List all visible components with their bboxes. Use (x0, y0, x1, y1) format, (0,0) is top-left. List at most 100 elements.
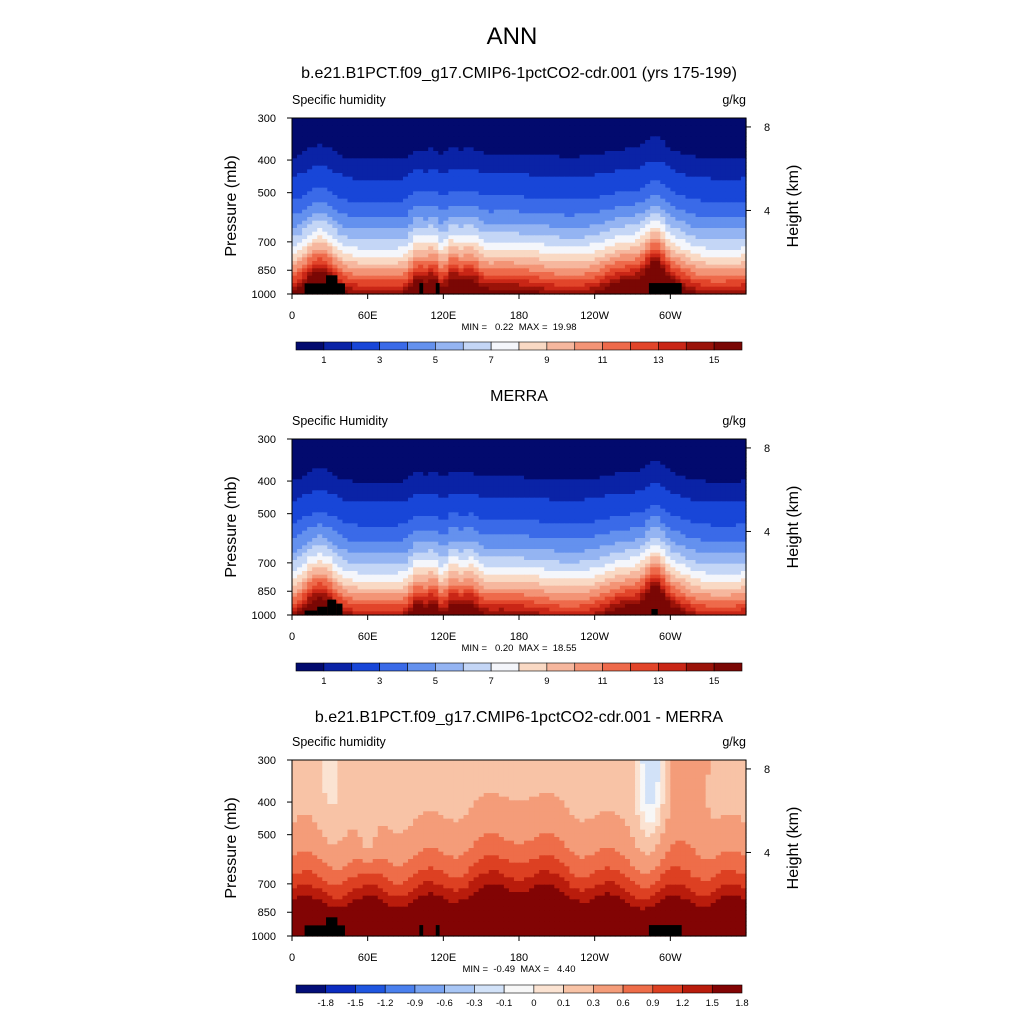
contour-cell (635, 250, 641, 255)
contour-cell (458, 173, 465, 178)
contour-cell (549, 151, 555, 156)
contour-cell (609, 286, 616, 291)
contour-cell (317, 202, 323, 207)
contour-cell (604, 147, 611, 152)
contour-cell (670, 129, 676, 134)
contour-cell (564, 187, 571, 192)
contour-cell (302, 450, 308, 455)
contour-cell (725, 450, 732, 455)
contour-cell (337, 158, 344, 163)
contour-cell (614, 275, 621, 280)
contour-cell (554, 213, 560, 218)
contour-cell (650, 165, 656, 170)
contour-cell (423, 125, 429, 130)
contour-cell (468, 290, 475, 295)
contour-cell (655, 213, 661, 218)
contour-cell (362, 283, 369, 288)
contour-cell (458, 213, 465, 218)
contour-cell (513, 246, 520, 251)
contour-cell (534, 191, 540, 196)
contour-cell (685, 268, 692, 273)
contour-cell (655, 453, 661, 458)
contour-cell (488, 140, 495, 145)
contour-cell (705, 257, 712, 262)
colorbar-bin (379, 341, 408, 351)
contour-cell (574, 446, 581, 451)
contour-cell (534, 268, 540, 273)
contour-cell (357, 206, 364, 211)
contour-cell (655, 180, 661, 185)
contour-cell (705, 450, 712, 455)
contour-cell (322, 154, 328, 159)
contour-cell (377, 235, 384, 240)
contour-cell (438, 250, 444, 255)
contour-cell (650, 187, 656, 192)
contour-cell (624, 136, 631, 141)
contour-cell (408, 169, 414, 174)
contour-cell (473, 242, 480, 247)
contour-cell (725, 283, 732, 288)
contour-cell (715, 132, 722, 137)
contour-cell (524, 239, 530, 244)
contour-cell (307, 202, 313, 207)
contour-cell (443, 118, 449, 123)
contour-cell (312, 231, 318, 236)
contour-cell (292, 169, 298, 174)
contour-cell (700, 195, 707, 200)
contour-cell (302, 140, 308, 145)
contour-cell (549, 143, 555, 148)
contour-cell (695, 231, 702, 236)
contour-cell (574, 147, 581, 152)
contour-cell (478, 169, 485, 174)
contour-cell (448, 187, 455, 192)
contour-cell (624, 143, 631, 148)
contour-cell (534, 275, 540, 280)
contour-cell (579, 246, 586, 251)
contour-cell (372, 283, 379, 288)
contour-cell (292, 446, 298, 451)
contour-cell (710, 253, 717, 258)
contour-cell (413, 250, 419, 255)
contour-cell (463, 184, 470, 189)
contour-cell (735, 151, 742, 156)
contour-cell (624, 217, 631, 222)
contour-cell (539, 187, 545, 192)
contour-cell (473, 184, 480, 189)
contour-cell (579, 217, 586, 222)
contour-cell (635, 242, 641, 247)
contour-cell (297, 268, 303, 273)
contour-cell (347, 143, 354, 148)
contour-cell (680, 206, 687, 211)
contour-cell (660, 147, 666, 152)
contour-cell (352, 220, 359, 225)
contour-cell (635, 246, 641, 251)
contour-cell (700, 235, 707, 240)
contour-cell (680, 198, 687, 203)
contour-cell (387, 213, 394, 218)
contour-cell (544, 279, 550, 284)
contour-cell (594, 118, 601, 123)
contour-cell (665, 132, 671, 137)
contour-cell (493, 264, 500, 269)
contour-cell (468, 158, 475, 163)
contour-cell (292, 228, 298, 233)
contour-cell (327, 184, 333, 189)
contour-cell (665, 195, 671, 200)
contour-cell (549, 283, 555, 288)
contour-cell (655, 217, 661, 222)
contour-cell (478, 446, 485, 451)
contour-cell (513, 264, 520, 269)
contour-cell (710, 118, 717, 123)
contour-cell (599, 442, 606, 447)
contour-cell (292, 253, 298, 258)
contour-cell (710, 250, 717, 255)
contour-cell (690, 257, 697, 262)
contour-cell (377, 165, 384, 170)
contour-cell (614, 220, 621, 225)
contour-cell (367, 198, 374, 203)
contour-cell (589, 129, 596, 134)
contour-cell (559, 450, 565, 455)
contour-cell (614, 461, 621, 466)
contour-cell (402, 169, 409, 174)
contour-cell (317, 242, 323, 247)
